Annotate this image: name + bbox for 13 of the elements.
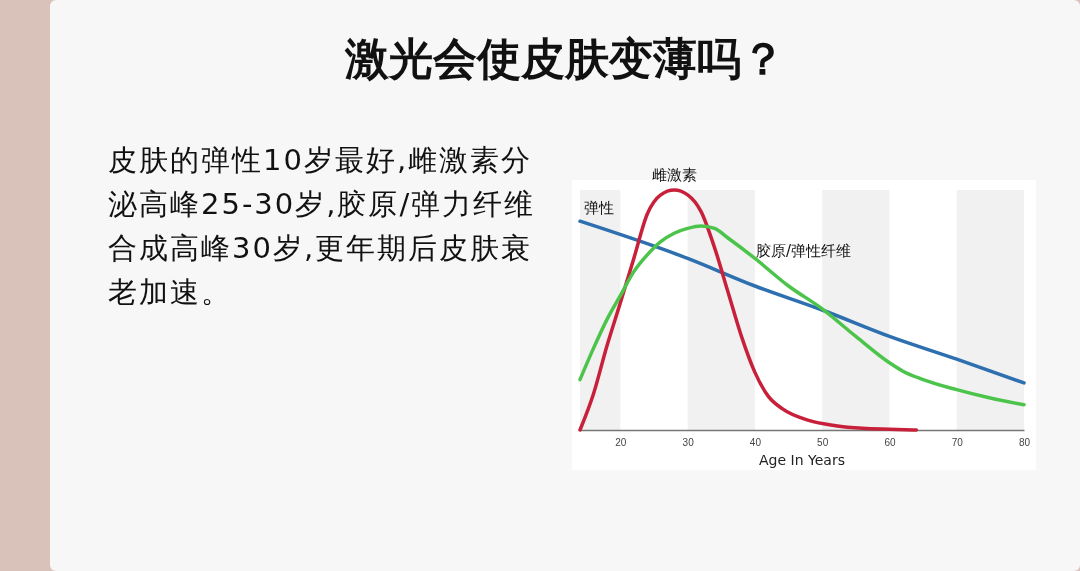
x-tick-label: 70 [951,437,964,449]
series-label: 雌激素 [651,166,697,184]
x-tick-label: 20 [615,437,627,449]
x-tick-label: 40 [749,437,762,449]
x-tick-label: 50 [817,437,829,449]
series-label: 弹性 [584,199,614,218]
x-tick-label: 30 [682,437,695,449]
series-label: 胶原/弹性纤维 [756,242,852,260]
x-tick-label: 80 [1018,437,1031,449]
text: 皮肤的弹性10岁最好,雌激素分泌高峰25-30岁,胶原/弹力纤维合成高峰30岁,更年期后皮肤衰老加速。 [108,142,537,311]
chart-title: 激光会使皮肤变薄吗？ [344,32,786,86]
x-tick-label: 60 [884,437,896,449]
x-axis-title: Age In Years [759,452,845,468]
